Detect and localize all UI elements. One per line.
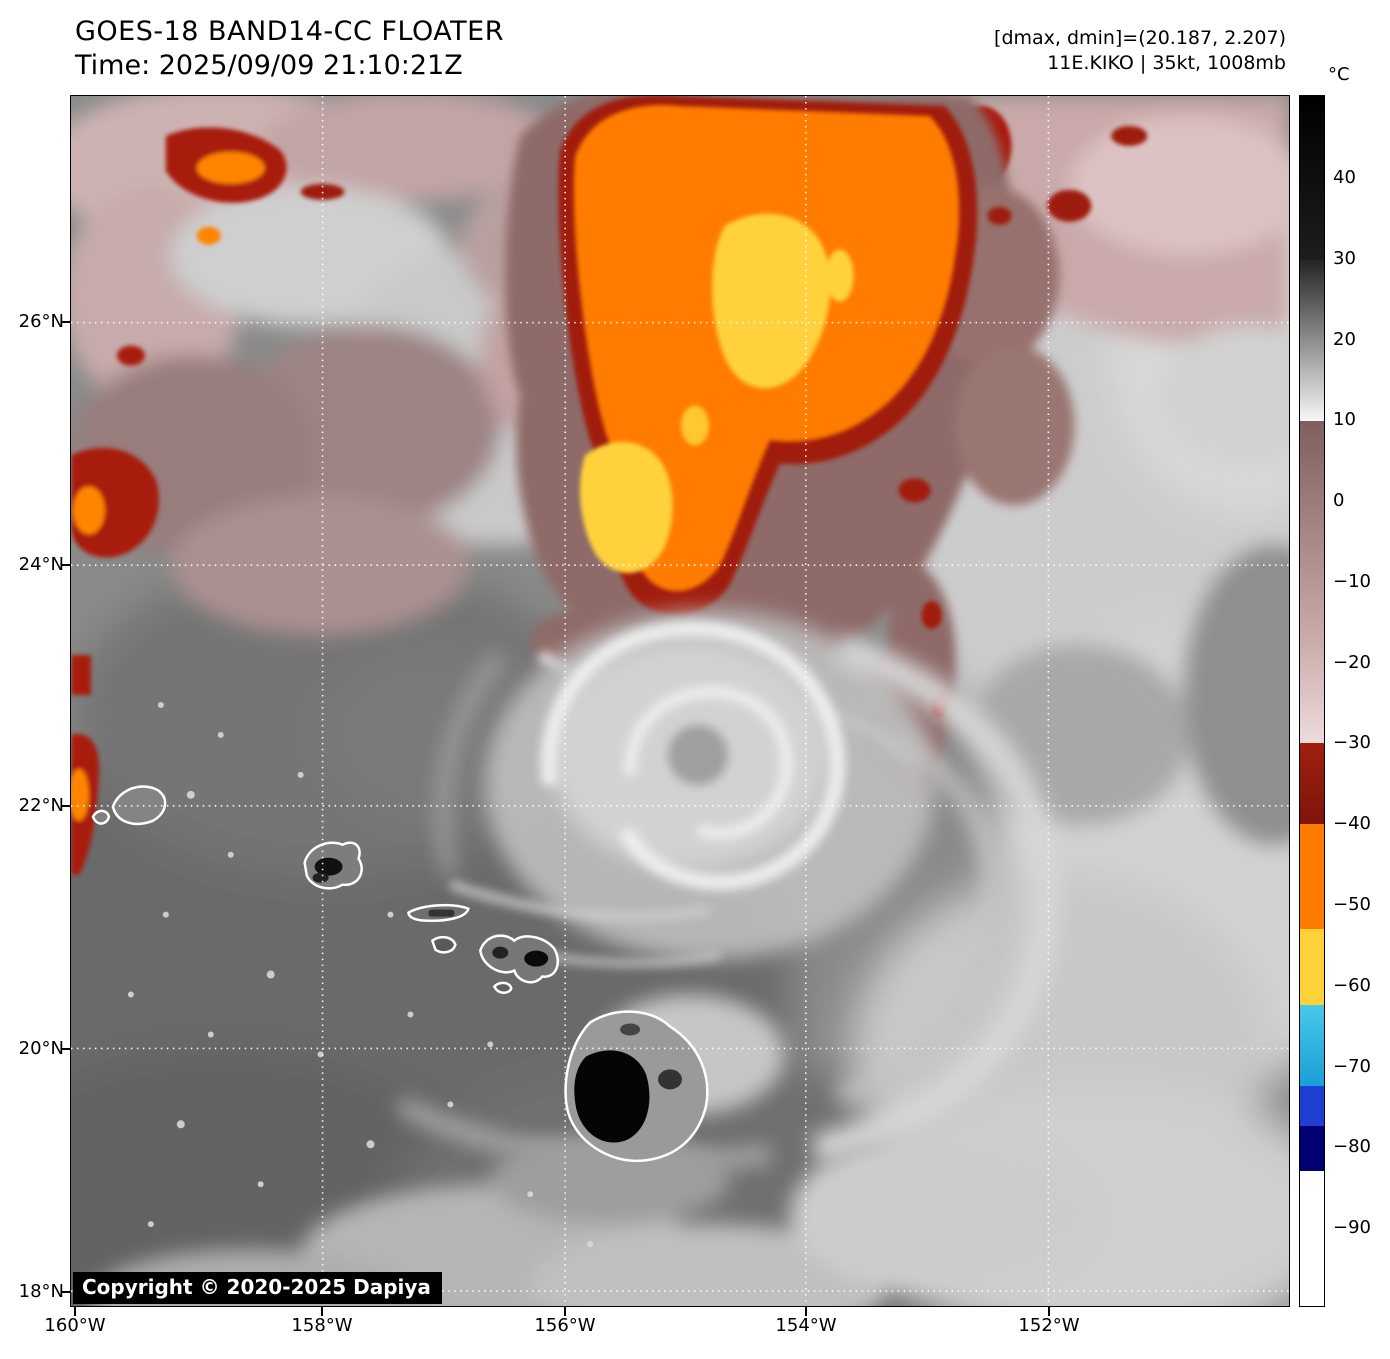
colorbar-unit: °C: [1328, 64, 1350, 85]
dmax-dmin-readout: [dmax, dmin]=(20.187, 2.207): [994, 27, 1286, 49]
cb-tick-m10: −10: [1333, 571, 1371, 592]
cb-tick-m40: −40: [1333, 813, 1371, 834]
cb-tick-10: 10: [1333, 409, 1356, 430]
cb-tick-20: 20: [1333, 329, 1356, 350]
island-lanai: [430, 935, 457, 954]
coldest-tops-yellow: [579, 213, 854, 573]
cb-tick-0: 0: [1333, 490, 1345, 511]
lat-tick: [61, 1048, 70, 1050]
lat-label-20n: 20°N: [18, 1038, 64, 1059]
copyright-badge: Copyright © 2020-2025 Dapiya: [73, 1272, 442, 1304]
timestamp: Time: 2025/09/09 21:10:21Z: [75, 50, 463, 81]
lat-label-26n: 26°N: [18, 311, 64, 332]
southern-cloud-streaks: [91, 994, 1090, 1306]
colorbar-gradient: [1300, 96, 1324, 1306]
lat-tick: [61, 1291, 70, 1293]
cb-tick-40: 40: [1333, 167, 1356, 188]
hurricane-kiko-swirl: [485, 610, 935, 960]
lon-label-160w: 160°W: [44, 1315, 106, 1336]
lon-tick: [564, 1307, 566, 1316]
lon-label-154w: 154°W: [775, 1315, 837, 1336]
island-hot-land: [312, 857, 682, 1143]
lat-tick: [61, 321, 70, 323]
lon-label-158w: 158°W: [291, 1315, 353, 1336]
cb-tick-m70: −70: [1333, 1056, 1371, 1077]
cb-tick-m60: −60: [1333, 975, 1371, 996]
island-kahoolawe: [492, 981, 513, 995]
lon-label-156w: 156°W: [534, 1315, 596, 1336]
lon-tick: [321, 1307, 323, 1316]
cb-tick-m80: −80: [1333, 1136, 1371, 1157]
cb-tick-m30: −30: [1333, 732, 1371, 753]
west-edge-cold-tops: [71, 447, 159, 875]
cb-tick-30: 30: [1333, 248, 1356, 269]
island-niihau: [91, 809, 111, 825]
island-kauai: [111, 785, 167, 826]
lat-label-22n: 22°N: [18, 795, 64, 816]
cb-tick-m20: −20: [1333, 652, 1371, 673]
lat-label-24n: 24°N: [18, 554, 64, 575]
storm-info: 11E.KIKO | 35kt, 1008mb: [1047, 52, 1286, 74]
lat-tick: [61, 564, 70, 566]
header-right: [dmax, dmin]=(20.187, 2.207) 11E.KIKO | …: [994, 26, 1286, 76]
cb-tick-m50: −50: [1333, 894, 1371, 915]
lon-tick: [805, 1307, 807, 1316]
satellite-map: Copyright © 2020-2025 Dapiya: [70, 95, 1290, 1307]
colorbar: [1299, 95, 1325, 1307]
lat-tick: [61, 805, 70, 807]
lat-lon-gridlines: [71, 96, 1289, 1306]
lon-label-152w: 152°W: [1018, 1315, 1080, 1336]
lon-tick: [74, 1307, 76, 1316]
lat-label-18n: 18°N: [18, 1281, 64, 1302]
cb-tick-m90: −90: [1333, 1217, 1371, 1238]
page-title: GOES-18 BAND14-CC FLOATER: [75, 16, 504, 47]
satellite-image: [71, 96, 1289, 1306]
lon-tick: [1048, 1307, 1050, 1316]
